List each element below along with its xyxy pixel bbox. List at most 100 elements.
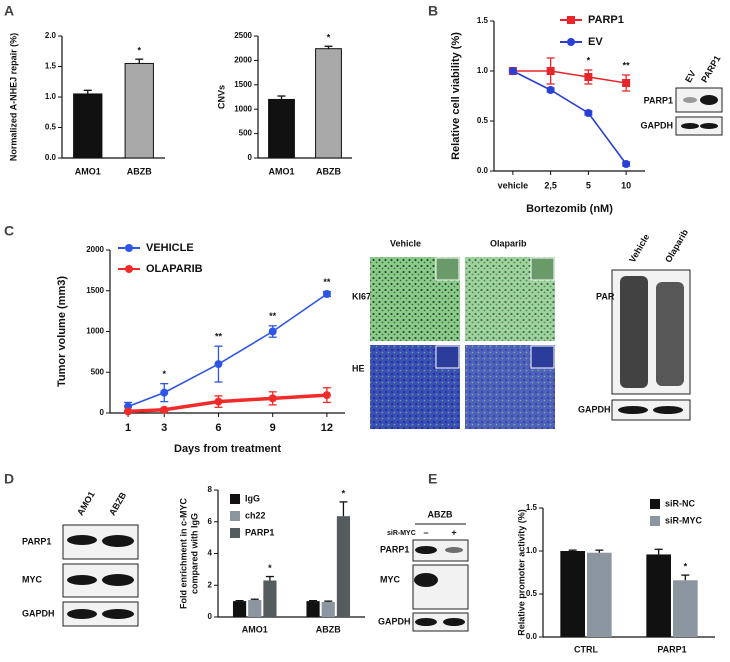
- x-tick-label: 6: [215, 422, 221, 434]
- blot-title: ABZB: [428, 509, 453, 519]
- row-label: PARP1: [380, 544, 409, 554]
- marker: [160, 405, 169, 414]
- marker: [268, 327, 277, 336]
- x-tick-label: AMO1: [268, 166, 294, 176]
- x-tick-label: ABZB: [127, 166, 152, 176]
- x-tick-label: PARP1: [657, 644, 686, 654]
- annotation: *: [587, 55, 591, 65]
- panel-letter: B: [428, 3, 438, 19]
- panel-letter: C: [4, 223, 14, 239]
- legend-marker: [125, 244, 133, 252]
- x-tick-label: AMO1: [242, 624, 268, 634]
- row-label: MYC: [22, 574, 43, 584]
- marker: [622, 79, 631, 87]
- blot-band: [414, 573, 438, 587]
- y-tick-label: 1.5: [526, 503, 538, 512]
- marker: [508, 67, 517, 75]
- y-axis-title: Relative promoter activity (%): [516, 509, 526, 636]
- series-line: [512, 70, 627, 84]
- legend-label: EV: [588, 36, 603, 48]
- x-tick-label: 12: [321, 422, 333, 434]
- marker: [160, 388, 169, 397]
- legend-swatch: [650, 499, 660, 509]
- column-label: Olaparib: [490, 238, 527, 248]
- inset: [530, 257, 555, 281]
- y-tick-label: 2000: [86, 245, 104, 254]
- blot-band: [415, 618, 437, 626]
- marker: [622, 160, 631, 168]
- marker: [584, 73, 593, 81]
- y-tick-label: 0.0: [477, 166, 489, 175]
- y-tick-label: 8: [208, 485, 213, 494]
- blot-band: [700, 123, 718, 129]
- row-label: GAPDH: [640, 120, 673, 130]
- blot-band: [67, 535, 97, 545]
- bar: [306, 601, 320, 617]
- lane-label: PARP1: [699, 54, 722, 84]
- marker: [214, 397, 223, 406]
- y-tick-label: 0: [248, 153, 253, 162]
- inset: [530, 345, 555, 369]
- y-tick-label: 0.5: [477, 116, 489, 125]
- y-tick-label: 500: [239, 129, 253, 138]
- marker: [322, 391, 331, 400]
- y-tick-label: 0.0: [526, 632, 538, 641]
- y-axis-title: Relative cell viability (%): [450, 32, 462, 160]
- bar: [315, 48, 342, 159]
- bar: [268, 98, 295, 159]
- treatment-label: siR-MYC: [387, 530, 416, 537]
- y-axis-title: CNVs: [216, 85, 226, 109]
- y-axis-title: Tumor volume (mm3): [56, 276, 68, 387]
- row-label: PARP1: [22, 536, 51, 546]
- blot-band: [445, 547, 463, 553]
- blot-band: [102, 609, 134, 619]
- row-label: PAR: [596, 291, 615, 301]
- blot-band: [683, 97, 697, 103]
- bar: [673, 580, 698, 637]
- blot-band: [67, 609, 97, 619]
- marker: [214, 360, 223, 369]
- marker: [546, 86, 555, 94]
- row-label: GAPDH: [22, 608, 55, 618]
- y-tick-label: 1.5: [45, 62, 57, 71]
- row-label: GAPDH: [378, 616, 411, 626]
- y-tick-label: 0: [208, 612, 213, 621]
- x-tick-label: CTRL: [574, 644, 598, 654]
- legend-label: OLAPARIB: [146, 263, 203, 275]
- blot-band: [653, 406, 683, 414]
- annotation: *: [327, 33, 331, 43]
- row-label: MYC: [380, 574, 401, 584]
- column-label: Vehicle: [390, 238, 421, 248]
- lane-label: EV: [683, 69, 698, 84]
- y-tick-label: 2500: [234, 31, 252, 40]
- x-axis-title: Bortezomib (nM): [526, 203, 613, 215]
- annotation: *: [684, 561, 688, 571]
- x-tick-label: 3: [161, 422, 167, 434]
- row-label: KI67: [352, 291, 371, 301]
- legend-label: IgG: [245, 493, 260, 503]
- annotation: **: [269, 311, 277, 321]
- bar: [560, 551, 585, 637]
- y-tick-label: 6: [208, 517, 213, 526]
- lane-label: +: [451, 527, 456, 537]
- y-tick-label: 0.5: [45, 123, 57, 132]
- y-tick-label: 1500: [86, 286, 104, 295]
- y-tick-label: 1000: [86, 327, 104, 336]
- inset: [435, 345, 460, 369]
- legend-label: siR-MYC: [665, 515, 703, 525]
- y-tick-label: 4: [208, 549, 213, 558]
- bar: [321, 601, 335, 617]
- y-tick-label: 500: [91, 367, 105, 376]
- legend-swatch: [230, 528, 240, 538]
- series-line: [127, 393, 328, 414]
- blot-band: [618, 406, 648, 414]
- y-tick-label: 1.0: [45, 92, 57, 101]
- y-axis-title: Fold enrichment in c-MYC: [178, 498, 188, 610]
- panel-letter: D: [4, 471, 14, 487]
- blot-band: [681, 123, 699, 129]
- legend-label: PARP1: [588, 14, 624, 26]
- blot-band: [67, 575, 97, 585]
- y-tick-label: 1000: [234, 104, 252, 113]
- annotation: *: [342, 488, 346, 498]
